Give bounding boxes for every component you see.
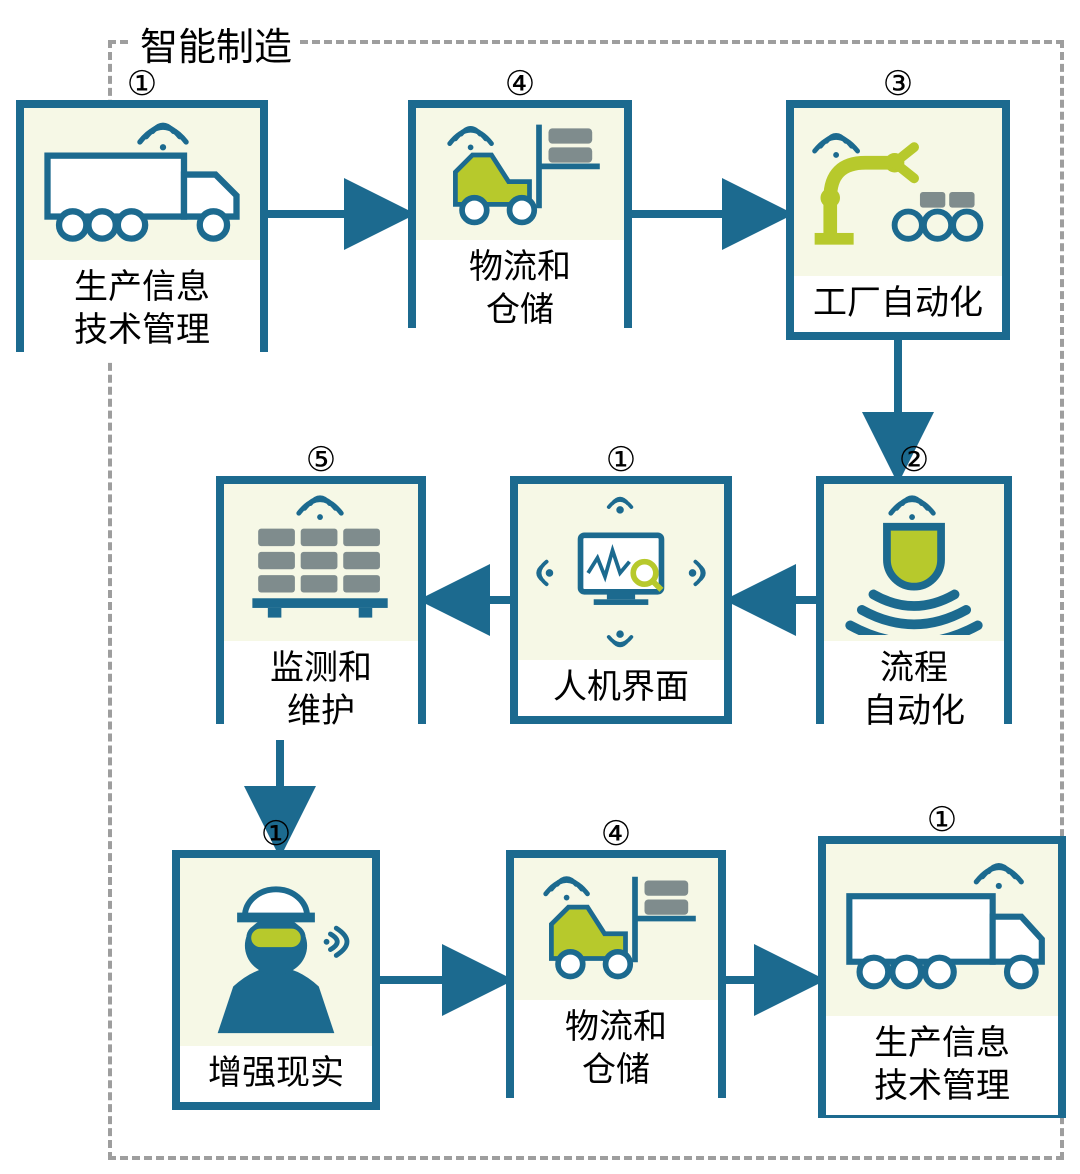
node-factory-automation: ③ 工厂自动化 <box>786 100 1010 340</box>
truck-icon <box>24 108 260 260</box>
node-label: 生产信息 技术管理 <box>826 1016 1058 1115</box>
node-logistics-warehouse-1: ④ 物流和 仓储 <box>408 100 632 328</box>
ar-worker-icon <box>180 858 372 1046</box>
node-badge: ① <box>927 800 957 840</box>
hmi-monitor-icon <box>518 484 724 660</box>
node-badge: ④ <box>505 64 535 104</box>
robot-arm-icon <box>794 108 1002 276</box>
node-label: 流程 自动化 <box>824 641 1004 740</box>
forklift-icon <box>416 108 624 240</box>
node-label: 工厂自动化 <box>794 276 1002 333</box>
server-stack-icon <box>224 484 418 641</box>
node-badge: ① <box>606 440 636 480</box>
node-hmi: ① 人机界面 <box>510 476 732 724</box>
node-process-automation: ② 流程 自动化 <box>816 476 1012 724</box>
node-label: 增强现实 <box>180 1046 372 1103</box>
sensor-waves-icon <box>824 484 1004 641</box>
node-badge: ① <box>261 814 291 854</box>
node-logistics-warehouse-2: ④ 物流和 仓储 <box>506 850 726 1098</box>
forklift-icon <box>514 858 718 1000</box>
node-badge: ① <box>127 64 157 104</box>
node-monitoring-maintenance: ⑤ 监测和 维护 <box>216 476 426 724</box>
node-badge: ④ <box>601 814 631 854</box>
node-label: 物流和 仓储 <box>514 1000 718 1099</box>
node-label: 人机界面 <box>518 660 724 717</box>
node-badge: ⑤ <box>306 440 336 480</box>
node-label: 物流和 仓储 <box>416 240 624 339</box>
node-augmented-reality: ① 增强现实 <box>172 850 380 1110</box>
node-label: 监测和 维护 <box>224 641 418 740</box>
node-badge: ③ <box>883 64 913 104</box>
truck-icon <box>826 844 1058 1016</box>
node-badge: ② <box>899 440 929 480</box>
diagram-canvas: 智能制造 ① <box>0 0 1080 1174</box>
node-production-it-mgmt: ① 生产信息 技术管理 <box>16 100 268 352</box>
node-production-it-mgmt-2: ① 生产信息 技术管理 <box>818 836 1066 1118</box>
node-label: 生产信息 技术管理 <box>24 260 260 359</box>
